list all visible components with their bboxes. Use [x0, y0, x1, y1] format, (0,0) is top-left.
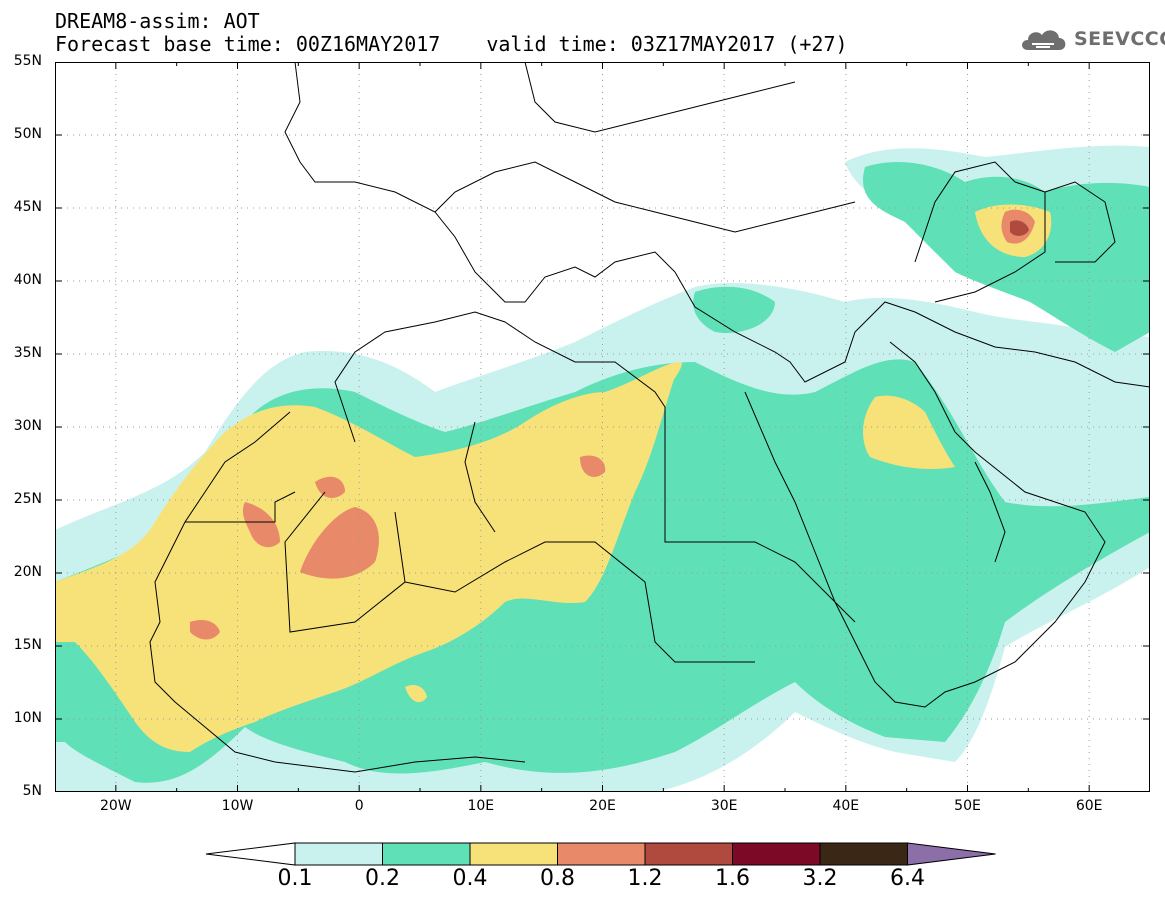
aot-contour-1.2: [1010, 220, 1029, 236]
colorbar-over-arrow: [907, 842, 996, 866]
longitude-label: 20E: [589, 798, 616, 814]
logo-text: SEEVCCC: [1074, 28, 1165, 50]
colorbar-label: 3.2: [802, 866, 838, 891]
latitude-label: 40N: [13, 272, 42, 288]
longitude-label: 50E: [954, 798, 981, 814]
latitude-label: 15N: [13, 637, 42, 653]
forecast-base-time: Forecast base time: 00Z16MAY2017: [55, 32, 441, 56]
colorbar-label: 0.2: [365, 866, 400, 891]
colorbar-swatch: [557, 842, 646, 866]
colorbar-label: 1.2: [627, 866, 663, 891]
longitude-label: 20W: [99, 798, 132, 814]
latitude-label: 50N: [13, 126, 42, 142]
colorbar-swatch: [732, 842, 821, 866]
longitude-label: 10E: [467, 798, 495, 814]
latitude-label: 5N: [22, 783, 42, 799]
latitude-label: 20N: [13, 564, 42, 580]
map-subtitle: Forecast base time: 00Z16MAY2017 valid ti…: [55, 33, 848, 55]
longitude-label: 30E: [710, 798, 738, 814]
colorbar-label: 1.6: [715, 866, 750, 891]
valid-time: valid time: 03Z17MAY2017 (+27): [486, 32, 848, 56]
colorbar-swatch: [644, 842, 733, 866]
latitude-label: 45N: [13, 199, 42, 215]
colorbar-label: 6.4: [890, 866, 925, 891]
latitude-label: 55N: [13, 53, 42, 69]
colorbar-label: 0.1: [277, 866, 313, 891]
longitude-label: 10W: [221, 798, 254, 814]
latitude-label: 10N: [13, 710, 42, 726]
colorbar-swatch: [294, 842, 383, 866]
colorbar-label: 0.8: [540, 866, 575, 891]
graticule: [55, 62, 1150, 792]
latitude-label: 25N: [13, 491, 42, 507]
colorbar-swatch: [469, 842, 558, 866]
colorbar: [205, 842, 996, 866]
cloud-icon: [1022, 30, 1066, 50]
latitude-label: 35N: [13, 345, 42, 361]
colorbar-under-arrow: [205, 842, 296, 866]
aot-map: [55, 62, 1150, 792]
longitude-label: 60E: [1075, 798, 1103, 814]
colorbar-swatch: [382, 842, 471, 866]
colorbar-swatch: [819, 842, 908, 866]
coastlines: [149, 62, 1150, 773]
colorbar-label: 0.4: [452, 866, 488, 891]
seevccc-logo: SEEVCCC: [1018, 22, 1165, 56]
axis-ticks: [55, 62, 1150, 792]
latitude-label: 30N: [13, 418, 42, 434]
longitude-label: 40E: [832, 798, 860, 814]
map-title: DREAM8-assim: AOT: [55, 9, 260, 33]
longitude-label: 0: [354, 798, 364, 814]
